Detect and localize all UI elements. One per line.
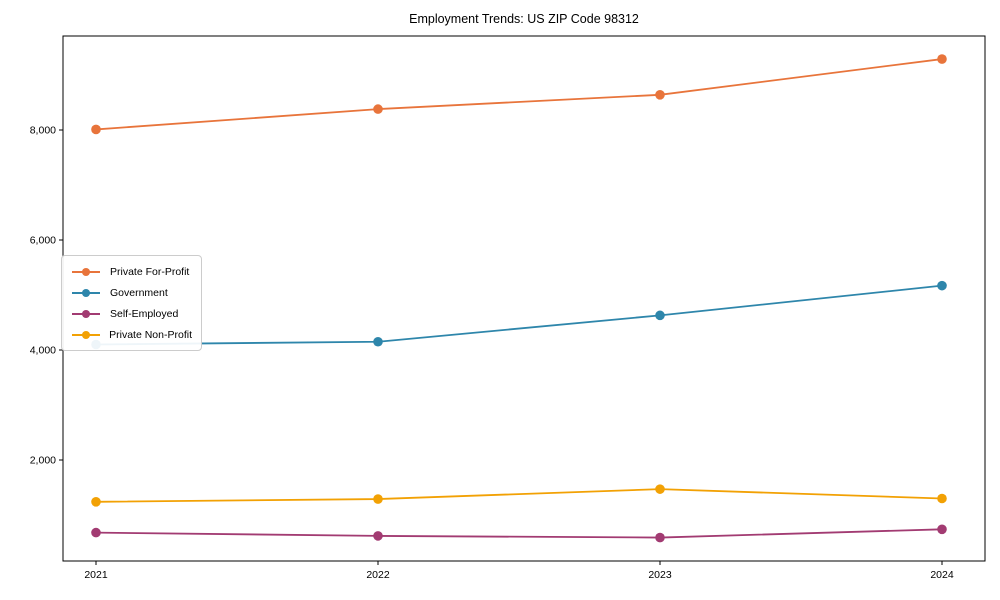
legend: Private For-Profit Government Self-Employe… [61, 255, 202, 351]
x-axis-tick-label: 2022 [366, 569, 390, 581]
series-marker-government [937, 280, 947, 291]
legend-item-private-for-profit: Private For-Profit [71, 261, 192, 282]
legend-item-government: Government [71, 282, 192, 303]
series-marker-private-non-profit [655, 484, 665, 494]
x-axis-tick-label: 2024 [930, 569, 954, 581]
series-marker-self-employed [91, 527, 101, 538]
series-marker-private-for-profit [91, 124, 101, 135]
series-marker-private-non-profit [937, 493, 947, 504]
series-marker-government [373, 336, 383, 347]
legend-label: Government [110, 286, 168, 299]
chart-title: Employment Trends: US ZIP Code 98312 [409, 12, 639, 26]
y-axis-tick-label: 2,000 [30, 455, 56, 467]
series-line-government [95, 284, 943, 346]
series-marker-government [655, 310, 665, 321]
y-axis-tick-label: 8,000 [30, 125, 56, 137]
legend-item-private-non-profit: Private Non-Profit [71, 324, 192, 345]
x-axis-tick-label: 2021 [84, 569, 108, 581]
series-marker-private-non-profit [91, 497, 101, 507]
legend-label: Private Non-Profit [109, 328, 192, 341]
legend-item-self-employed: Self-Employed [71, 303, 192, 324]
series-marker-private-for-profit [655, 90, 665, 100]
series-marker-self-employed [373, 531, 383, 541]
series-marker-private-for-profit [937, 54, 947, 64]
series-marker-self-employed [655, 532, 665, 543]
legend-label: Private For-Profit [110, 265, 190, 278]
legend-marker-icon [72, 267, 100, 276]
series-line-private-non-profit [95, 488, 943, 503]
y-axis-tick-label: 6,000 [30, 235, 56, 247]
series-marker-private-non-profit [373, 494, 383, 504]
series-marker-private-for-profit [373, 104, 383, 114]
series-line-self-employed [95, 528, 943, 539]
legend-marker-icon [72, 288, 100, 297]
legend-label: Self-Employed [110, 307, 179, 320]
series-line-private-for-profit [95, 58, 943, 131]
legend-marker-icon [72, 330, 100, 339]
series-marker-self-employed [937, 524, 947, 535]
x-axis-tick-label: 2023 [648, 569, 672, 581]
y-axis-tick-label: 4,000 [30, 345, 56, 357]
legend-marker-icon [72, 309, 100, 318]
